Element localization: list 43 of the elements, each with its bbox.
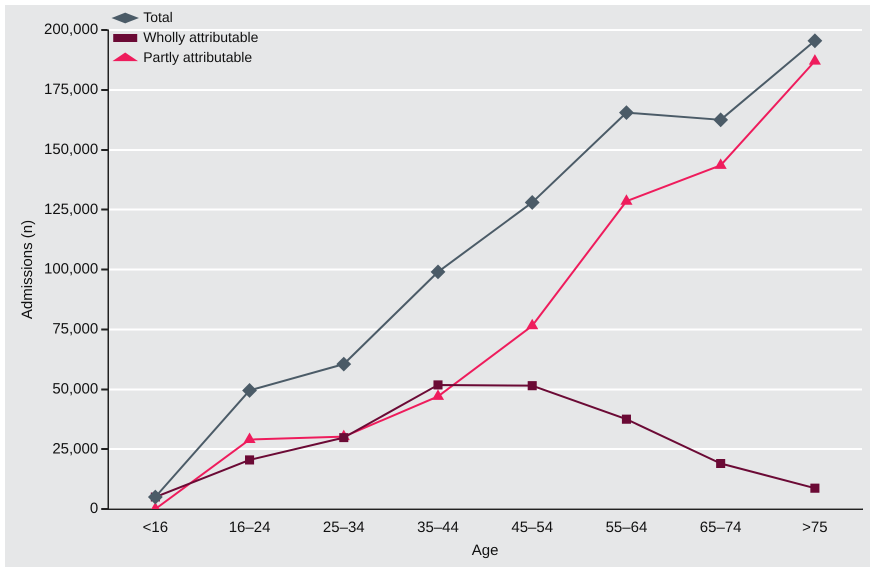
point (528, 381, 537, 390)
point (810, 55, 820, 65)
x-tick-label: 65–74 (700, 519, 742, 536)
y-tick-label: 75,000 (52, 320, 98, 338)
y-tick-label: 0 (90, 500, 98, 518)
y-axis-title: Admissions (n) (19, 220, 36, 320)
point (619, 106, 634, 120)
point (245, 455, 254, 464)
y-tick-label: 175,000 (44, 81, 98, 98)
x-tick-label: 25–34 (322, 519, 365, 536)
legend-label: Total (143, 8, 173, 25)
y-tick-label: 200,000 (44, 21, 98, 38)
legend-label: Wholly attributable (143, 28, 259, 45)
point (432, 390, 444, 400)
legend-label: Partly attributable (143, 48, 252, 65)
point (244, 434, 255, 444)
x-tick-label: <16 (142, 519, 168, 536)
point (621, 195, 632, 205)
x-tick-label: >75 (802, 519, 828, 536)
y-tick-label: 125,000 (44, 200, 98, 218)
point (810, 484, 820, 493)
point (808, 34, 822, 48)
point (715, 159, 726, 169)
y-tick-label: 100,000 (44, 260, 98, 278)
point (339, 433, 348, 442)
y-tick-label: 150,000 (44, 140, 98, 158)
point (622, 414, 631, 424)
x-tick-label: 55–64 (606, 519, 648, 536)
x-axis-title: Age (472, 542, 498, 560)
point (431, 264, 445, 279)
point (433, 380, 443, 390)
point (242, 383, 257, 398)
point (714, 112, 728, 127)
y-tick-label: 25,000 (52, 440, 98, 458)
y-tick-label: 50,000 (52, 380, 98, 398)
x-tick-label: 35–44 (417, 519, 459, 536)
point (525, 195, 540, 210)
point (336, 357, 351, 372)
point (148, 490, 162, 504)
point (526, 320, 538, 330)
x-tick-label: 16–24 (228, 519, 270, 536)
point (716, 458, 726, 468)
x-tick-label: 45–54 (511, 519, 554, 536)
